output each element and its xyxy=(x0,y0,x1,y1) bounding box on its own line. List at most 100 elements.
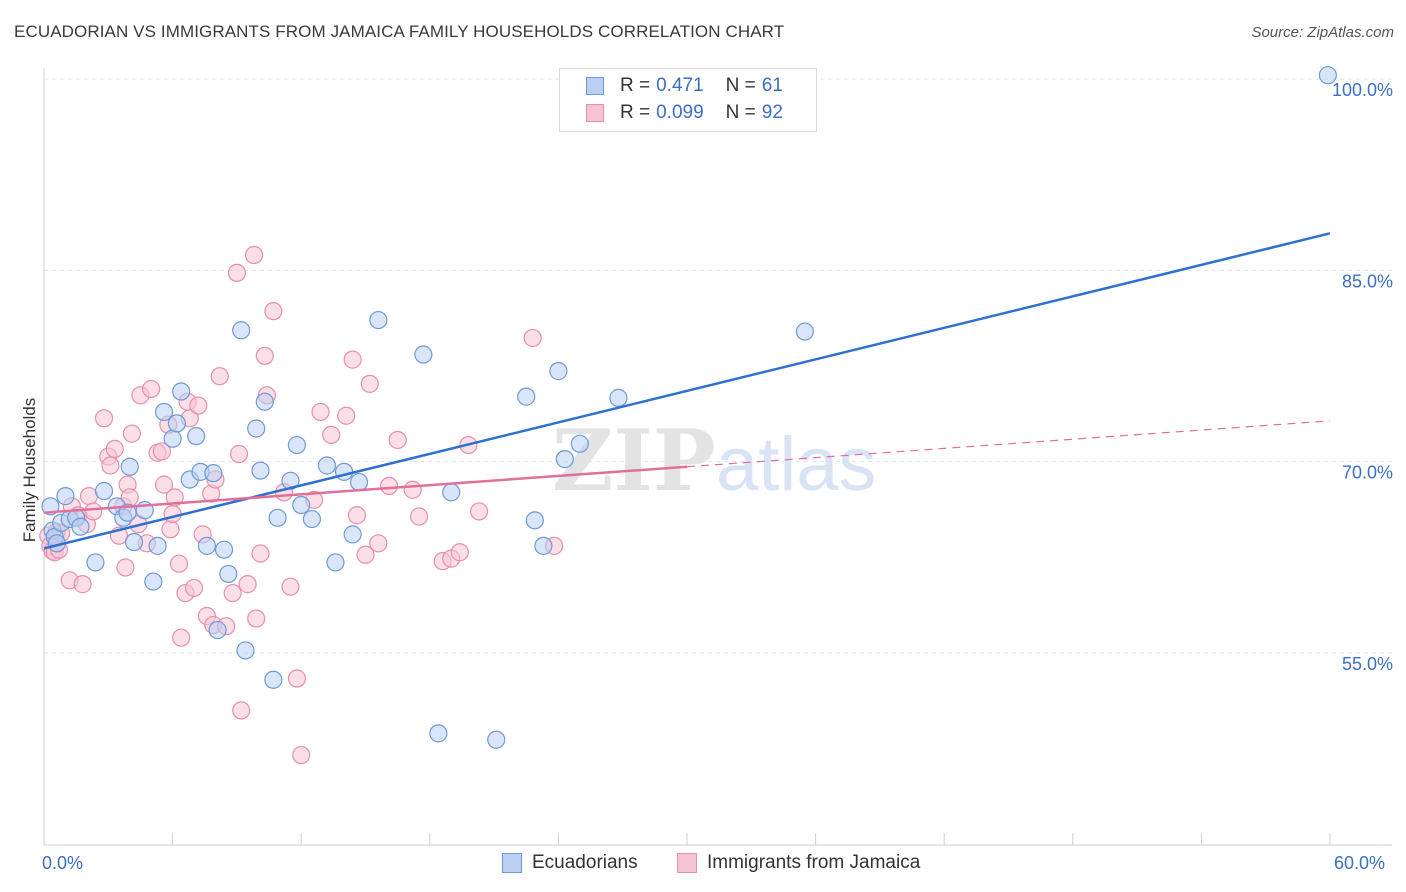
jamaica-point xyxy=(255,346,274,365)
legend-r-value: 0.471 xyxy=(656,75,704,96)
bottom-legend-swatch-blue xyxy=(502,853,522,873)
ecuadorian-point xyxy=(154,402,174,422)
jamaica-point xyxy=(105,439,124,459)
ecuadorian-point xyxy=(349,472,369,492)
ecuadorian-point xyxy=(292,495,311,515)
ecuadorian-point xyxy=(549,362,568,381)
ecuadorian-point xyxy=(71,517,90,536)
jamaica-point xyxy=(161,520,180,539)
jamaica-point xyxy=(244,245,264,265)
ecuadorian-point xyxy=(264,670,283,689)
ecuadorian-point xyxy=(56,487,75,506)
bottom-legend-jamaica: Immigrants from Jamaica xyxy=(677,852,920,874)
bottom-legend-swatch-pink xyxy=(677,853,697,873)
jamaica-point xyxy=(347,506,367,525)
jamaica-point xyxy=(232,701,251,720)
jamaica-point xyxy=(172,628,191,647)
jamaica-point xyxy=(238,575,257,594)
jamaica-point xyxy=(152,442,171,461)
ecuadorian-point xyxy=(86,553,105,572)
stats-legend: R = 0.471 N = 61 R = 0.099 N = 92 xyxy=(559,68,817,132)
jamaica-point xyxy=(227,263,246,282)
jamaica-point xyxy=(322,425,341,444)
legend-n-value: 92 xyxy=(761,102,783,123)
ecuadorian-point xyxy=(268,508,287,527)
jamaica-point xyxy=(247,609,266,628)
ecuadorian-point xyxy=(555,450,574,469)
y-tick-label: 70.0% xyxy=(1342,463,1393,483)
ecuadorian-point xyxy=(144,572,163,591)
ecuadorian-point xyxy=(41,497,60,516)
ecuadorian-point xyxy=(517,387,536,406)
ecuadorian-point xyxy=(429,724,448,743)
jamaica-point xyxy=(73,575,92,594)
ecuadorian-point xyxy=(326,553,345,572)
y-tick-label: 55.0% xyxy=(1342,654,1393,674)
jamaica-point xyxy=(356,545,375,564)
jamaica-point xyxy=(409,507,429,526)
ecuadorian-point xyxy=(167,414,186,433)
jamaica-point xyxy=(281,577,300,596)
bottom-legend-ecuadorians: Ecuadorians xyxy=(502,852,638,874)
ecuadorian-point xyxy=(487,730,506,749)
jamaica-point xyxy=(403,480,422,499)
jamaica-point xyxy=(251,544,270,563)
ecuadorian-point xyxy=(287,435,307,455)
jamaica-point xyxy=(210,367,229,386)
ecuadorian-point xyxy=(236,641,255,660)
jamaica-point xyxy=(184,578,204,598)
ecuadorian-point xyxy=(187,427,206,446)
ecuadorian-point xyxy=(343,525,362,544)
ecuadorian-point xyxy=(219,564,238,584)
ecuadorian-point xyxy=(795,322,814,341)
jamaica-point xyxy=(116,558,135,577)
jamaica-point xyxy=(450,543,469,562)
ecuadorian-point xyxy=(148,536,167,555)
ecuadorian-point xyxy=(94,481,114,501)
ecuadorian-point xyxy=(570,434,589,453)
x-tick-label-min: 0.0% xyxy=(42,853,84,873)
jamaica-point xyxy=(287,669,307,688)
legend-n-label: N = xyxy=(725,75,756,96)
ecuadorian-point xyxy=(525,511,544,530)
jamaica-point xyxy=(189,396,208,415)
jamaica-point xyxy=(165,488,184,507)
ecuadorian-point xyxy=(172,382,191,401)
jamaica-point xyxy=(311,402,330,422)
jamaica-point xyxy=(379,476,399,496)
ecuadorian-point xyxy=(120,457,139,476)
jamaica-point xyxy=(229,444,249,464)
ecuadorian-point xyxy=(609,388,628,407)
ecuadorian-point xyxy=(251,461,270,480)
ecuadorian-point xyxy=(232,321,251,340)
jamaica-point xyxy=(388,430,407,450)
legend-r-label: R = xyxy=(620,102,651,123)
jamaica-point xyxy=(360,374,379,393)
chart-title: ECUADORIAN VS IMMIGRANTS FROM JAMAICA FA… xyxy=(14,22,785,41)
ecuadorian-point xyxy=(163,429,182,448)
ecuadorian-point xyxy=(124,532,144,552)
ecuadorian-point xyxy=(208,620,227,640)
jamaica-point xyxy=(292,745,311,765)
legend-swatch-pink xyxy=(586,104,604,122)
ecuadorian-point xyxy=(369,310,388,330)
jamaica-point xyxy=(343,350,362,369)
ecuadorian-point xyxy=(1318,66,1337,85)
ecuadorian-point xyxy=(442,483,461,502)
bottom-legend-label-ecuadorians: Ecuadorians xyxy=(532,852,638,873)
trend-line xyxy=(43,232,1331,550)
watermark-zip: ZIP xyxy=(552,411,716,510)
trend-line-solid xyxy=(43,465,688,514)
source-label: Source: ZipAtlas.com xyxy=(1251,24,1394,41)
ecuadorian-point xyxy=(317,456,337,475)
ecuadorian-point xyxy=(204,464,223,483)
legend-r-value: 0.099 xyxy=(656,102,704,123)
jamaica-point xyxy=(163,504,182,524)
bottom-legend-label-jamaica: Immigrants from Jamaica xyxy=(707,852,921,873)
ecuadorian-point xyxy=(255,392,274,411)
legend-n-value: 61 xyxy=(761,75,783,96)
ecuadorian-point xyxy=(247,419,266,438)
legend-row-jamaica: R = 0.099 N = 92 xyxy=(586,100,783,126)
jamaica-point xyxy=(523,328,542,348)
